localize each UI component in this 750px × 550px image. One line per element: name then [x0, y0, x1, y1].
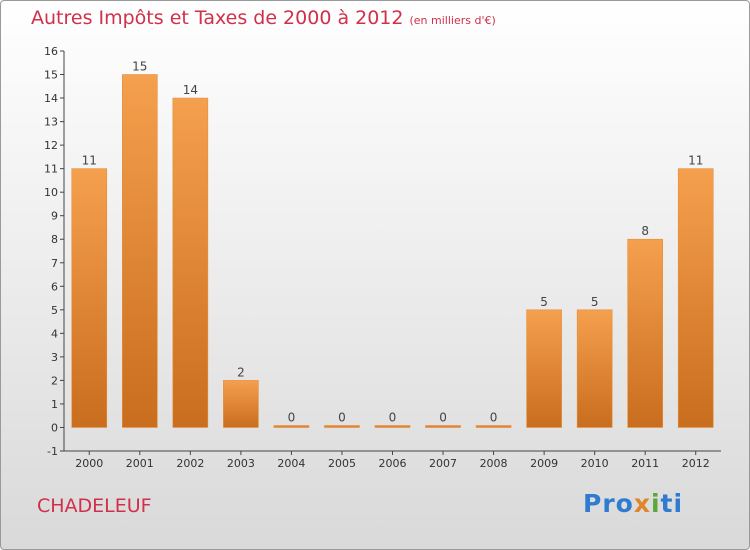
- y-tick-label: 7: [51, 257, 58, 270]
- data-label: 5: [540, 295, 548, 309]
- data-label: 0: [338, 410, 346, 424]
- y-tick-label: 3: [51, 351, 58, 364]
- y-tick-label: 1: [51, 398, 58, 411]
- y-tick-label: 15: [44, 69, 58, 82]
- x-tick-label: 2006: [379, 457, 407, 470]
- proxiti-logo[interactable]: Proxiti: [583, 489, 684, 518]
- chart-unit: (en milliers d'€): [409, 14, 496, 27]
- y-tick-label: 10: [44, 186, 58, 199]
- y-tick-label: 14: [44, 92, 58, 105]
- bar: [374, 425, 411, 428]
- data-label: 15: [132, 60, 147, 74]
- y-tick-label: -1: [47, 445, 58, 458]
- x-tick-label: 2009: [530, 457, 558, 470]
- bar: [627, 238, 663, 428]
- x-tick-label: 2007: [429, 457, 457, 470]
- y-tick-label: 12: [44, 139, 58, 152]
- y-tick-label: 4: [51, 327, 58, 340]
- x-tick-label: 2000: [75, 457, 103, 470]
- y-tick-label: 8: [51, 233, 58, 246]
- data-label: 2: [237, 365, 245, 379]
- bar: [475, 425, 512, 428]
- bar: [324, 425, 360, 428]
- data-label: 14: [183, 83, 198, 97]
- chart-title: Autres Impôts et Taxes de 2000 à 2012 (en…: [31, 7, 496, 29]
- y-tick-label: 0: [51, 421, 58, 434]
- bar: [576, 309, 613, 428]
- bar: [526, 309, 562, 428]
- y-tick-label: 11: [44, 163, 58, 176]
- x-tick-label: 2002: [176, 457, 204, 470]
- bar: [122, 74, 158, 428]
- data-label: 5: [591, 295, 599, 309]
- y-tick-label: 9: [51, 210, 58, 223]
- data-labels: 11 15 14 2 0 0 0 0 0 5 5 8 11: [82, 60, 704, 425]
- y-tick-label: 6: [51, 280, 58, 293]
- chart-title-text: Autres Impôts et Taxes de 2000 à 2012: [31, 7, 404, 29]
- x-tick-label: 2012: [682, 457, 710, 470]
- bar: [223, 380, 259, 428]
- x-tick-label: 2010: [581, 457, 609, 470]
- x-tick-label: 2004: [277, 457, 305, 470]
- data-label: 11: [82, 154, 97, 168]
- data-label: 0: [389, 410, 397, 424]
- x-tick-label: 2005: [328, 457, 356, 470]
- data-label: 0: [288, 410, 296, 424]
- x-tick-label: 2011: [631, 457, 659, 470]
- y-tick-label: 13: [44, 116, 58, 129]
- x-tick-label: 2003: [227, 457, 255, 470]
- data-label: 8: [641, 224, 649, 238]
- x-tick-label: 2008: [480, 457, 508, 470]
- bar: [172, 97, 209, 428]
- y-tick-label: 5: [51, 304, 58, 317]
- bar: [425, 425, 461, 428]
- x-tick-label: 2001: [126, 457, 154, 470]
- data-label: 0: [490, 410, 498, 424]
- data-label: 11: [688, 154, 703, 168]
- bar: [677, 168, 714, 428]
- bar: [71, 168, 108, 428]
- y-tick-label: 16: [44, 45, 58, 58]
- bars: [71, 74, 714, 428]
- data-label: 0: [439, 410, 447, 424]
- y-tick-label: 2: [51, 374, 58, 387]
- commune-name: CHADELEUF: [37, 495, 152, 517]
- bar: [273, 425, 310, 428]
